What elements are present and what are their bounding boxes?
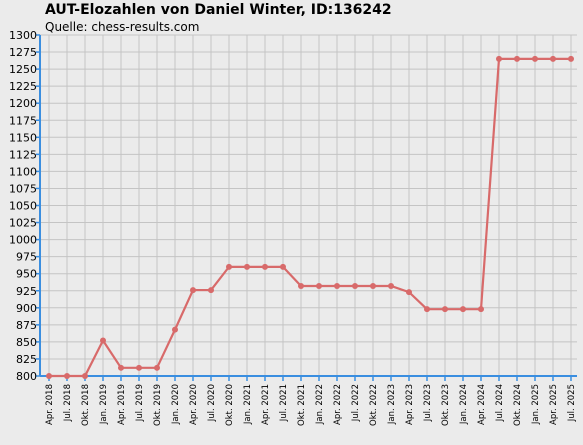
x-tick-label: Jul. 2020 [207, 384, 217, 422]
x-tick-label: Okt. 2023 [441, 384, 451, 426]
chart-title: AUT-Elozahlen von Daniel Winter, ID:1362… [45, 2, 392, 18]
data-point [478, 306, 484, 313]
x-tick-label: Jan. 2022 [315, 384, 325, 425]
x-tick-label: Jul. 2021 [279, 384, 289, 422]
x-tick-label: Okt. 2020 [225, 384, 235, 426]
data-point [280, 263, 286, 270]
y-tick-label: 1200 [9, 97, 37, 110]
data-point [352, 282, 358, 289]
data-point [244, 263, 250, 270]
data-point [208, 287, 214, 294]
x-tick-label: Jan. 2023 [387, 384, 397, 425]
y-tick-label: 1100 [9, 165, 37, 178]
x-tick-label: Okt. 2018 [81, 384, 91, 426]
data-point [154, 364, 160, 371]
x-axis-ticks: Apr. 2018 Jul. 2018 Okt. 2018 Jan. 2019 Apr.… [45, 376, 577, 426]
y-tick-label: 1150 [9, 131, 37, 144]
data-point [568, 55, 574, 62]
x-tick-label: Apr. 2020 [189, 384, 199, 425]
data-point [82, 373, 88, 379]
data-point [136, 364, 142, 371]
y-tick-label: 1300 [9, 29, 37, 42]
x-tick-label: Apr. 2022 [333, 384, 343, 425]
data-point [64, 373, 70, 379]
series-elo [46, 55, 574, 379]
data-point [262, 263, 268, 270]
data-point [406, 289, 412, 296]
y-tick-label: 900 [16, 302, 37, 315]
data-point [550, 55, 556, 62]
data-point [172, 326, 178, 333]
data-point [442, 306, 448, 313]
x-tick-label: Jul. 2018 [63, 384, 73, 422]
x-tick-label: Jul. 2022 [351, 384, 361, 422]
y-tick-label: 1000 [9, 234, 37, 247]
data-point [298, 282, 304, 289]
x-tick-label: Jan. 2019 [99, 384, 109, 425]
y-tick-label: 1225 [9, 80, 37, 93]
data-point [460, 306, 466, 313]
data-point [46, 373, 52, 379]
x-tick-label: Apr. 2021 [261, 384, 271, 425]
data-point [316, 282, 322, 289]
y-axis-ticks: 800 825 850 875 900 925 950 975 1000 1025 1050 1075… [9, 29, 40, 383]
data-point [370, 282, 376, 289]
y-tick-label: 975 [16, 251, 37, 264]
x-tick-label: Apr. 2023 [405, 384, 415, 425]
x-tick-label: Okt. 2019 [153, 384, 163, 426]
data-point [226, 263, 232, 270]
x-tick-label: Apr. 2018 [45, 384, 55, 425]
x-tick-label: Apr. 2025 [549, 384, 559, 425]
data-point [118, 364, 124, 371]
x-tick-label: Jul. 2024 [495, 384, 505, 422]
x-tick-label: Apr. 2019 [117, 384, 127, 425]
y-tick-label: 825 [16, 353, 37, 366]
x-tick-label: Jul. 2019 [135, 384, 145, 422]
data-point [496, 55, 502, 62]
y-tick-label: 925 [16, 285, 37, 298]
data-point [388, 282, 394, 289]
x-tick-label: Jan. 2021 [243, 384, 253, 425]
grid-lines [40, 34, 577, 377]
data-point [334, 282, 340, 289]
y-tick-label: 875 [16, 319, 37, 332]
x-tick-label: Jan. 2020 [171, 384, 181, 425]
data-point [100, 337, 106, 344]
y-tick-label: 1125 [9, 148, 37, 161]
y-tick-label: 850 [16, 336, 37, 349]
y-tick-label: 1050 [9, 200, 37, 213]
data-point [514, 55, 520, 62]
y-tick-label: 1275 [9, 46, 37, 59]
x-tick-label: Okt. 2024 [513, 384, 523, 426]
x-tick-label: Apr. 2024 [477, 384, 487, 425]
data-point [190, 287, 196, 294]
x-tick-label: Jul. 2023 [423, 384, 433, 422]
data-point [424, 306, 430, 313]
chart-subtitle: Quelle: chess-results.com [45, 20, 200, 34]
x-tick-label: Jul. 2025 [567, 384, 577, 422]
x-tick-label: Okt. 2021 [297, 384, 307, 426]
y-tick-label: 1175 [9, 114, 37, 127]
data-point [532, 55, 538, 62]
y-tick-label: 1025 [9, 217, 37, 230]
x-tick-label: Okt. 2022 [369, 384, 379, 426]
y-tick-label: 950 [16, 268, 37, 281]
y-tick-label: 1250 [9, 63, 37, 76]
y-tick-label: 800 [16, 370, 37, 383]
y-tick-label: 1075 [9, 182, 37, 195]
x-tick-label: Jan. 2025 [531, 384, 541, 425]
x-tick-label: Jan. 2024 [459, 384, 469, 425]
